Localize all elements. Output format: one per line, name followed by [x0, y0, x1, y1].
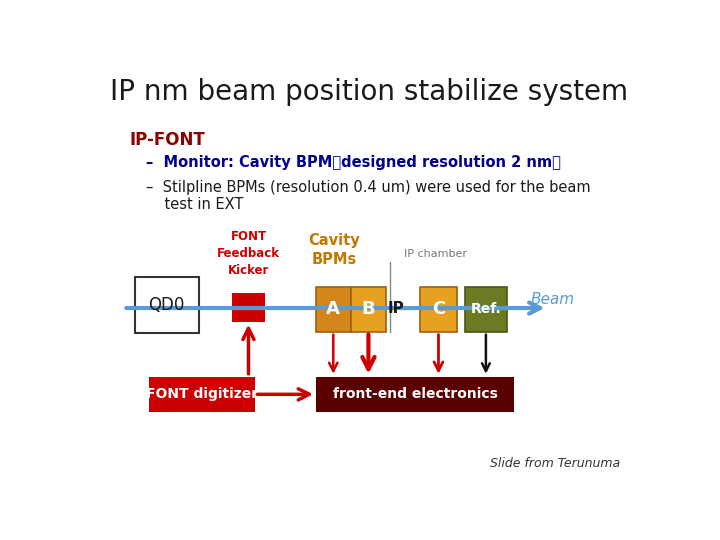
FancyBboxPatch shape — [135, 277, 199, 333]
Text: –  Monitor: Cavity BPM（designed resolution 2 nm）: – Monitor: Cavity BPM（designed resolutio… — [145, 155, 561, 170]
Text: IP: IP — [387, 301, 404, 315]
FancyBboxPatch shape — [420, 287, 456, 332]
FancyBboxPatch shape — [233, 294, 265, 322]
Text: IP-FONT: IP-FONT — [129, 131, 204, 149]
Text: Slide from Terunuma: Slide from Terunuma — [490, 457, 620, 470]
Text: –  Stilpline BPMs (resolution 0.4 um) were used for the beam: – Stilpline BPMs (resolution 0.4 um) wer… — [145, 180, 590, 195]
Text: IP nm beam position stabilize system: IP nm beam position stabilize system — [110, 78, 628, 106]
Text: B: B — [361, 300, 375, 318]
Text: front-end electronics: front-end electronics — [333, 387, 498, 401]
Text: QD0: QD0 — [148, 296, 185, 314]
FancyBboxPatch shape — [316, 377, 514, 412]
FancyBboxPatch shape — [316, 287, 351, 332]
Text: A: A — [326, 300, 341, 318]
FancyBboxPatch shape — [351, 287, 386, 332]
Text: Ref.: Ref. — [471, 302, 501, 316]
Text: IP chamber: IP chamber — [405, 249, 467, 259]
Text: test in EXT: test in EXT — [145, 197, 243, 212]
Text: FONT
Feedback
Kicker: FONT Feedback Kicker — [217, 231, 280, 278]
Text: Beam: Beam — [531, 292, 575, 307]
FancyBboxPatch shape — [148, 377, 255, 412]
Text: Cavity
BPMs: Cavity BPMs — [308, 233, 360, 267]
Text: FONT digitizer: FONT digitizer — [145, 387, 258, 401]
FancyBboxPatch shape — [465, 287, 507, 332]
Text: C: C — [432, 300, 445, 318]
